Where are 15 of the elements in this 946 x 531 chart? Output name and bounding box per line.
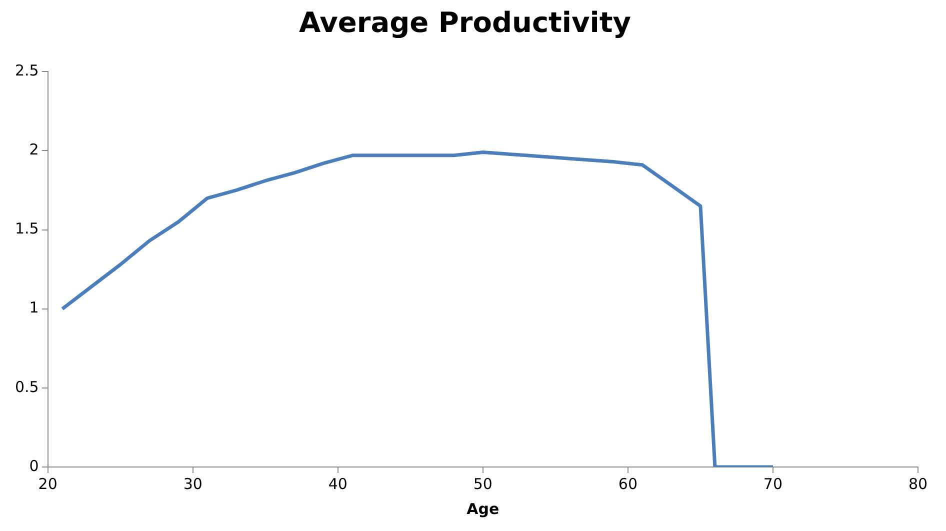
y-tick-label: 2.5	[14, 61, 39, 80]
x-tick-label: 80	[908, 474, 928, 493]
y-tick-label: 1.5	[14, 220, 39, 238]
x-tick-label: 30	[183, 474, 202, 493]
y-tick-label: 0.5	[14, 378, 39, 396]
y-tick-label: 2	[29, 140, 39, 159]
x-tick-label: 50	[473, 474, 492, 493]
x-tick-label: 60	[618, 474, 638, 493]
x-tick-label: 70	[763, 474, 783, 493]
chart-title: Average Productivity	[298, 6, 632, 40]
x-tick-label: 40	[328, 474, 348, 493]
y-tick-label: 1	[29, 298, 39, 317]
x-tick-label: 20	[38, 474, 58, 493]
y-tick-label: 0	[29, 456, 39, 475]
x-axis-title: Age	[466, 500, 500, 518]
